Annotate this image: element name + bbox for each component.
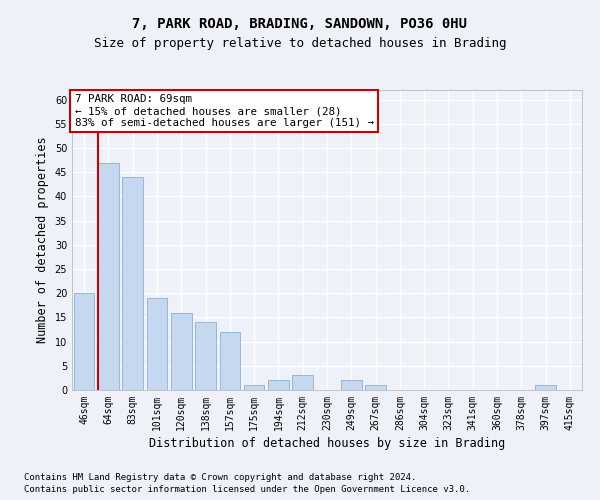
Text: 7 PARK ROAD: 69sqm
← 15% of detached houses are smaller (28)
83% of semi-detache: 7 PARK ROAD: 69sqm ← 15% of detached hou… <box>74 94 374 128</box>
Text: Contains public sector information licensed under the Open Government Licence v3: Contains public sector information licen… <box>24 485 470 494</box>
Bar <box>74 293 94 390</box>
Text: 7, PARK ROAD, BRADING, SANDOWN, PO36 0HU: 7, PARK ROAD, BRADING, SANDOWN, PO36 0HU <box>133 18 467 32</box>
Text: Size of property relative to detached houses in Brading: Size of property relative to detached ho… <box>94 38 506 51</box>
Bar <box>171 312 191 390</box>
Bar <box>268 380 289 390</box>
Bar <box>98 162 119 390</box>
Bar <box>195 322 216 390</box>
Bar <box>292 376 313 390</box>
Bar <box>365 385 386 390</box>
Text: Contains HM Land Registry data © Crown copyright and database right 2024.: Contains HM Land Registry data © Crown c… <box>24 474 416 482</box>
Bar <box>146 298 167 390</box>
Bar <box>244 385 265 390</box>
Bar <box>341 380 362 390</box>
Bar <box>122 177 143 390</box>
Bar <box>220 332 240 390</box>
Y-axis label: Number of detached properties: Number of detached properties <box>36 136 49 344</box>
Bar <box>535 385 556 390</box>
X-axis label: Distribution of detached houses by size in Brading: Distribution of detached houses by size … <box>149 437 505 450</box>
